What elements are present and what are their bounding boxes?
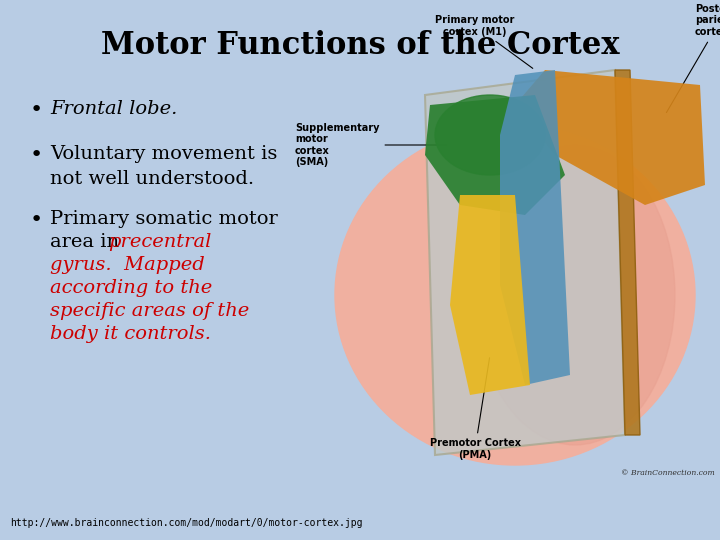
Text: •: •: [30, 210, 43, 230]
Ellipse shape: [335, 125, 695, 465]
Text: http://www.brainconnection.com/mod/modart/0/motor-cortex.jpg: http://www.brainconnection.com/mod/modar…: [10, 518, 362, 528]
Text: Posterior
parietal
cortex: Posterior parietal cortex: [667, 4, 720, 113]
Text: •: •: [30, 100, 43, 120]
Text: Voluntary movement is: Voluntary movement is: [50, 145, 277, 163]
Text: area in: area in: [50, 233, 125, 251]
Polygon shape: [450, 195, 530, 395]
Polygon shape: [425, 95, 565, 215]
Text: Premotor Cortex
(PMA): Premotor Cortex (PMA): [430, 357, 521, 460]
Text: Supplementary
motor
cortex
(SMA): Supplementary motor cortex (SMA): [295, 123, 447, 167]
Ellipse shape: [475, 145, 675, 445]
Polygon shape: [615, 70, 640, 435]
Text: Primary somatic motor: Primary somatic motor: [50, 210, 278, 228]
Text: not well understood.: not well understood.: [50, 170, 254, 188]
Text: gyrus.  Mapped: gyrus. Mapped: [50, 256, 204, 274]
Text: © BrainConnection.com: © BrainConnection.com: [621, 469, 715, 477]
Text: according to the: according to the: [50, 279, 212, 297]
Text: Primary motor
cortex (M1): Primary motor cortex (M1): [436, 16, 533, 69]
Ellipse shape: [435, 95, 545, 175]
Polygon shape: [515, 70, 705, 205]
Polygon shape: [425, 70, 625, 455]
Text: precentral: precentral: [108, 233, 212, 251]
Text: body it controls.: body it controls.: [50, 325, 211, 343]
Text: •: •: [30, 145, 43, 165]
Text: Motor Functions of the Cortex: Motor Functions of the Cortex: [101, 30, 619, 61]
Polygon shape: [500, 70, 570, 385]
Text: specific areas of the: specific areas of the: [50, 302, 249, 320]
Text: Frontal lobe.: Frontal lobe.: [50, 100, 177, 118]
